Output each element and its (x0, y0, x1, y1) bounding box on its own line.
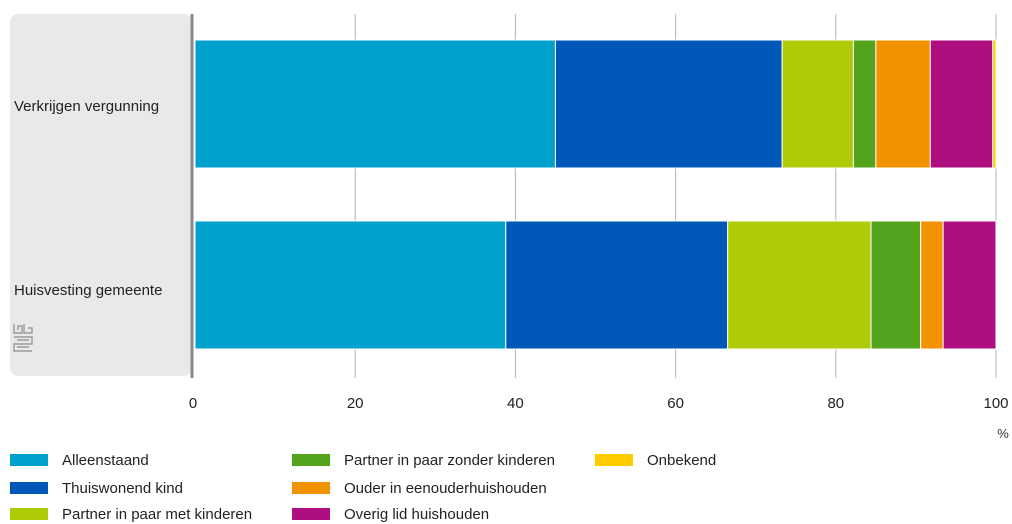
cbs-logo-icon (13, 324, 33, 352)
legend-item: Alleenstaand (10, 450, 149, 470)
bar-segment (870, 220, 922, 350)
legend-swatch (10, 482, 48, 494)
bar-segment (554, 39, 783, 169)
bar-segment (920, 220, 944, 350)
bar-segment (942, 220, 997, 350)
bar-segment (875, 39, 931, 169)
bars (194, 39, 997, 350)
bar-segment (781, 39, 854, 169)
x-tick-label: 100 (983, 395, 1008, 412)
legend-swatch (10, 508, 48, 520)
legend-label: Alleenstaand (62, 451, 149, 469)
legend: Alleenstaand Thuiswonend kind Partner in p… (10, 450, 1000, 524)
x-tick-label: 40 (507, 395, 524, 412)
bar-segment (194, 220, 507, 350)
category-labels: Verkrijgen vergunning Huisvesting gemeent… (14, 98, 162, 299)
legend-swatch (292, 482, 330, 494)
legend-label: Partner in paar zonder kinderen (344, 451, 555, 469)
legend-label: Thuiswonend kind (62, 479, 183, 497)
category-label: Huisvesting gemeente (14, 282, 162, 299)
legend-item: Thuiswonend kind (10, 478, 183, 498)
bar-segment (992, 39, 997, 169)
legend-label: Ouder in eenouderhuishouden (344, 479, 547, 497)
bar-segment (929, 39, 994, 169)
bar-segment (852, 39, 877, 169)
legend-item: Ouder in eenouderhuishouden (292, 478, 547, 498)
legend-swatch (595, 454, 633, 466)
legend-item: Partner in paar met kinderen (10, 504, 252, 524)
legend-swatch (10, 454, 48, 466)
x-unit-label: % (997, 426, 1009, 441)
x-tick-label: 60 (667, 395, 684, 412)
x-tick-labels: 0 20 40 60 80 100 (189, 395, 1009, 412)
category-label: Verkrijgen vergunning (14, 98, 159, 115)
legend-label: Overig lid huishouden (344, 505, 490, 523)
legend-label: Onbekend (647, 451, 717, 469)
x-tick-label: 80 (827, 395, 844, 412)
bar-segment (727, 220, 872, 350)
bar-segment (505, 220, 729, 350)
category-label-panel (10, 14, 192, 376)
legend-item: Overig lid huishouden (292, 504, 489, 524)
x-tick-label: 20 (347, 395, 364, 412)
legend-item: Onbekend (595, 450, 716, 470)
chart: Verkrijgen vergunning Huisvesting gemeent… (10, 14, 1009, 441)
legend-label: Partner in paar met kinderen (62, 505, 253, 523)
bar-segment (194, 39, 556, 169)
legend-swatch (292, 454, 330, 466)
legend-item: Partner in paar zonder kinderen (292, 450, 555, 470)
x-tick-label: 0 (189, 395, 197, 412)
legend-swatch (292, 508, 330, 520)
